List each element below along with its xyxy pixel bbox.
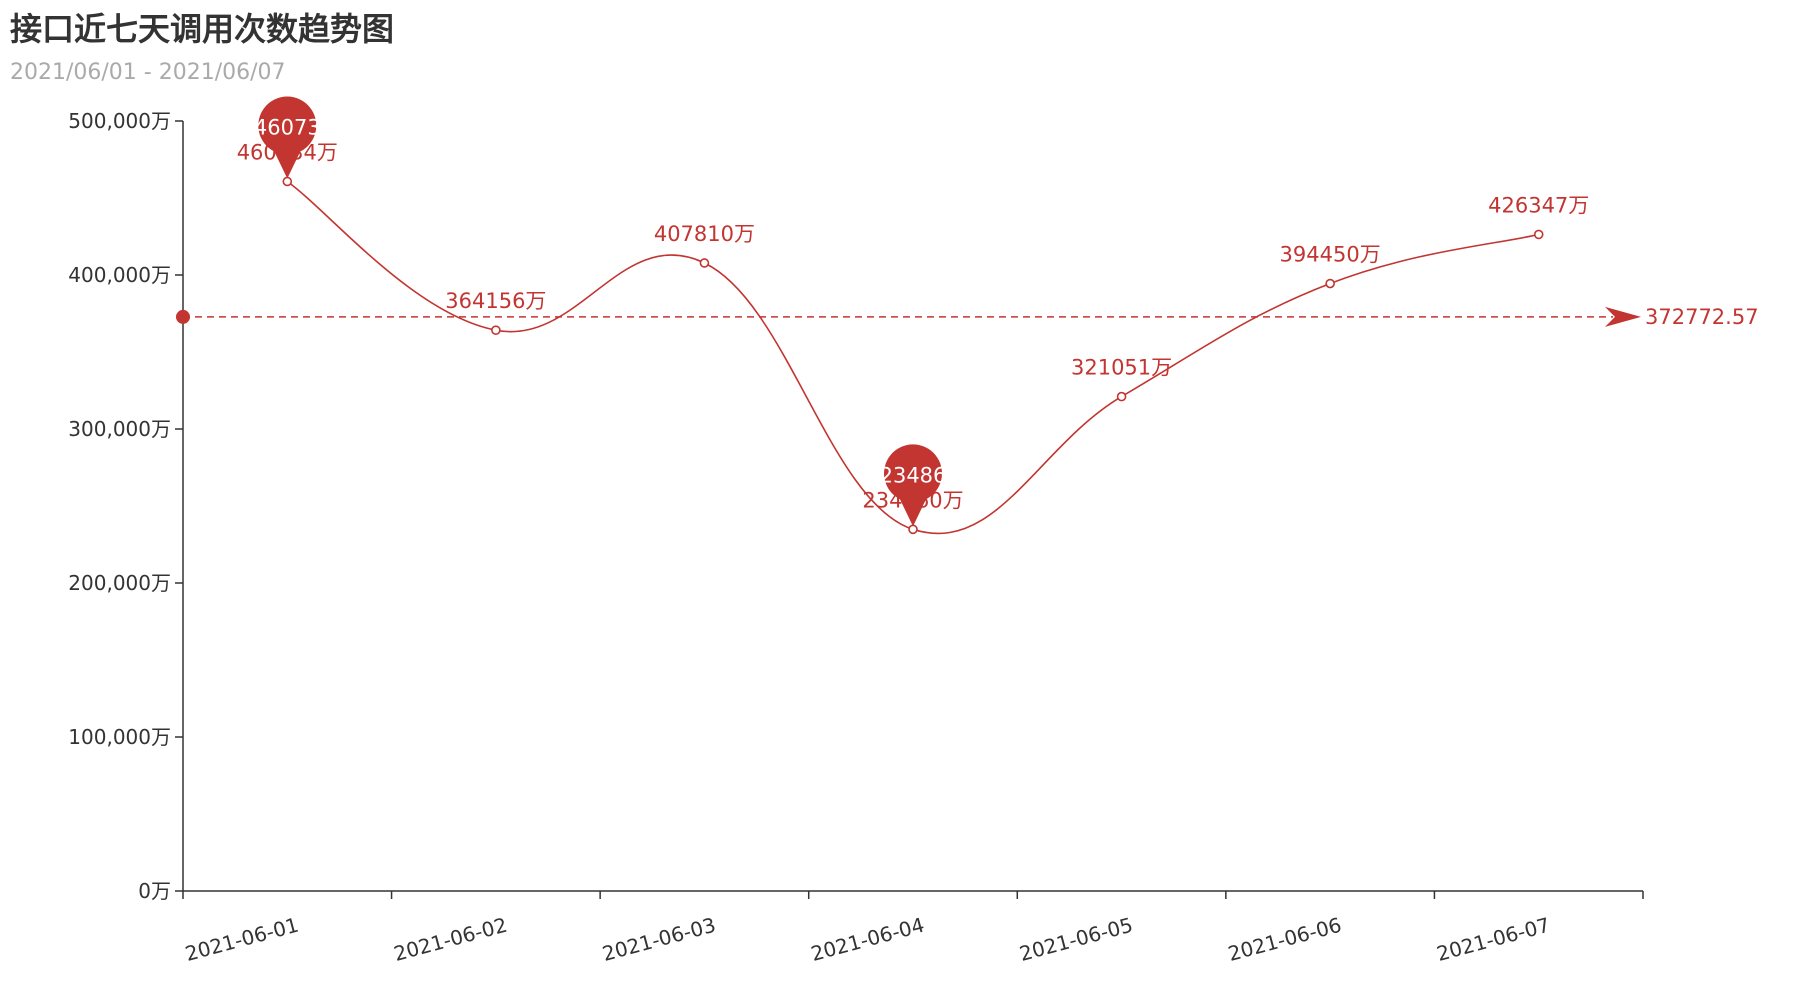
y-tick-label: 500,000万 (68, 109, 171, 133)
chart-title: 接口近七天调用次数趋势图 (10, 10, 395, 48)
min-mark-label: 23486 (880, 463, 947, 487)
average-line-start-dot (176, 309, 190, 324)
data-point (699, 258, 710, 268)
data-point (1325, 278, 1335, 289)
y-tick-label: 0万 (138, 879, 171, 903)
x-tick-label: 2021-06-04 (808, 913, 926, 966)
data-point (1116, 391, 1127, 402)
data-label: 394450万 (1280, 243, 1381, 267)
data-label: 407810万 (654, 222, 755, 246)
min-mark-pin (884, 444, 942, 527)
x-tick-label: 2021-06-01 (183, 913, 301, 966)
y-tick-label: 200,000万 (68, 571, 171, 595)
max-mark-pin (258, 96, 317, 179)
x-tick-label: 2021-06-05 (1017, 913, 1135, 966)
data-point (1533, 229, 1544, 240)
y-tick-label: 100,000万 (68, 725, 171, 749)
x-tick-label: 2021-06-03 (600, 913, 718, 966)
data-label: 364156万 (445, 289, 546, 313)
x-tick-label: 2021-06-02 (391, 913, 509, 966)
y-tick-label: 400,000万 (68, 263, 171, 287)
x-tick-label: 2021-06-06 (1225, 913, 1343, 966)
x-tick-label: 2021-06-07 (1434, 913, 1552, 966)
data-point (282, 176, 293, 187)
average-line-label: 372772.57 (1645, 305, 1759, 329)
average-line-arrow (1605, 306, 1641, 327)
max-mark-label: 46073 (254, 115, 321, 139)
data-point (491, 325, 501, 335)
y-tick-label: 300,000万 (68, 417, 171, 441)
data-point (908, 524, 918, 535)
data-label: 426347万 (1488, 193, 1589, 217)
data-label: 321051万 (1071, 356, 1172, 380)
chart-subtitle: 2021/06/01 - 2021/06/07 (10, 60, 286, 85)
